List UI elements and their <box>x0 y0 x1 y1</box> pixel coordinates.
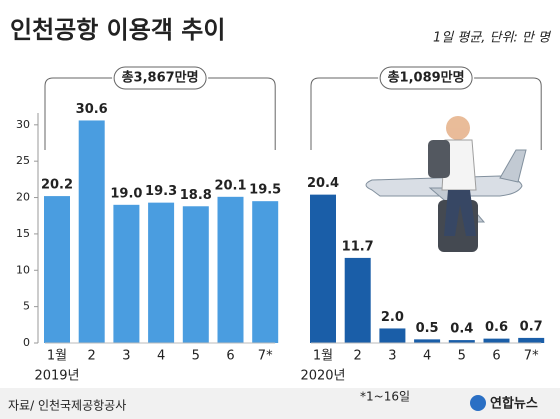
chart-title: 인천공항 이용객 추이 <box>10 16 225 44</box>
bar <box>518 337 545 343</box>
illustration <box>365 116 527 252</box>
value-label: 30.6 <box>76 102 108 117</box>
bar <box>310 194 336 343</box>
value-label: 20.2 <box>41 178 73 193</box>
x-tick-label: 2 <box>354 349 362 364</box>
value-label: 2.0 <box>381 310 404 325</box>
footer-band <box>0 388 560 419</box>
bar <box>44 196 70 343</box>
value-label: 0.6 <box>485 320 508 335</box>
bar <box>344 257 371 343</box>
y-tick-label: 15 <box>16 227 30 240</box>
plane-tail <box>499 149 527 183</box>
value-label: 11.7 <box>342 239 374 254</box>
y-tick-label: 20 <box>16 191 30 204</box>
bar <box>448 340 475 343</box>
logo-mark <box>470 395 486 411</box>
y-tick-label: 25 <box>16 154 30 167</box>
x-tick-label: 6 <box>226 349 234 364</box>
group-label: 2020년 <box>300 369 345 384</box>
subtitle: 1일 평균, 단위: 만 명 <box>433 31 552 46</box>
x-tick-label: 2 <box>88 349 96 364</box>
y-tick-label: 10 <box>16 263 30 276</box>
x-tick-label: 5 <box>192 349 200 364</box>
x-tick-label: 1월 <box>313 349 333 364</box>
bar <box>217 196 244 343</box>
bracket <box>44 77 276 150</box>
total-box <box>379 66 473 90</box>
logo-text: 연합뉴스 <box>490 396 538 412</box>
backpack <box>428 140 450 178</box>
x-tick-label: 7* <box>258 349 273 364</box>
x-tick-label: 4 <box>423 349 431 364</box>
y-tick-label: 30 <box>16 118 30 131</box>
value-label: 19.5 <box>249 183 281 198</box>
bar <box>148 202 175 343</box>
bracket <box>310 77 542 150</box>
value-label: 18.8 <box>180 188 212 203</box>
x-tick-label: 3 <box>122 349 130 364</box>
source: 자료/ 인천국제공항공사 <box>8 398 126 413</box>
x-tick-label: 7* <box>524 349 539 364</box>
x-tick-label: 1월 <box>47 349 67 364</box>
y-tick-label: 0 <box>23 336 30 349</box>
person-legs <box>444 190 476 236</box>
x-tick-label: 4 <box>157 349 165 364</box>
x-tick-label: 6 <box>492 349 500 364</box>
person-head <box>446 116 470 140</box>
total-label: 총3,867만명 <box>122 70 199 86</box>
bar <box>379 328 406 343</box>
y-tick-label: 5 <box>23 300 30 313</box>
value-label: 19.0 <box>110 186 142 201</box>
x-tick-label: 3 <box>388 349 396 364</box>
value-label: 0.4 <box>450 322 473 337</box>
footnote: *1~16일 <box>360 390 410 404</box>
total-box <box>113 66 207 90</box>
bar <box>113 204 140 343</box>
bar <box>252 201 279 343</box>
bar <box>78 120 105 343</box>
group-label: 2019년 <box>34 369 79 384</box>
total-label: 총1,089만명 <box>388 70 465 86</box>
value-label: 20.4 <box>307 176 339 191</box>
value-label: 0.7 <box>520 319 543 334</box>
value-label: 20.1 <box>214 178 246 193</box>
value-label: 0.5 <box>416 321 439 336</box>
x-tick-label: 5 <box>458 349 466 364</box>
value-label: 19.3 <box>145 184 177 199</box>
bar <box>414 339 441 343</box>
bar <box>182 206 209 343</box>
bar <box>483 338 510 343</box>
